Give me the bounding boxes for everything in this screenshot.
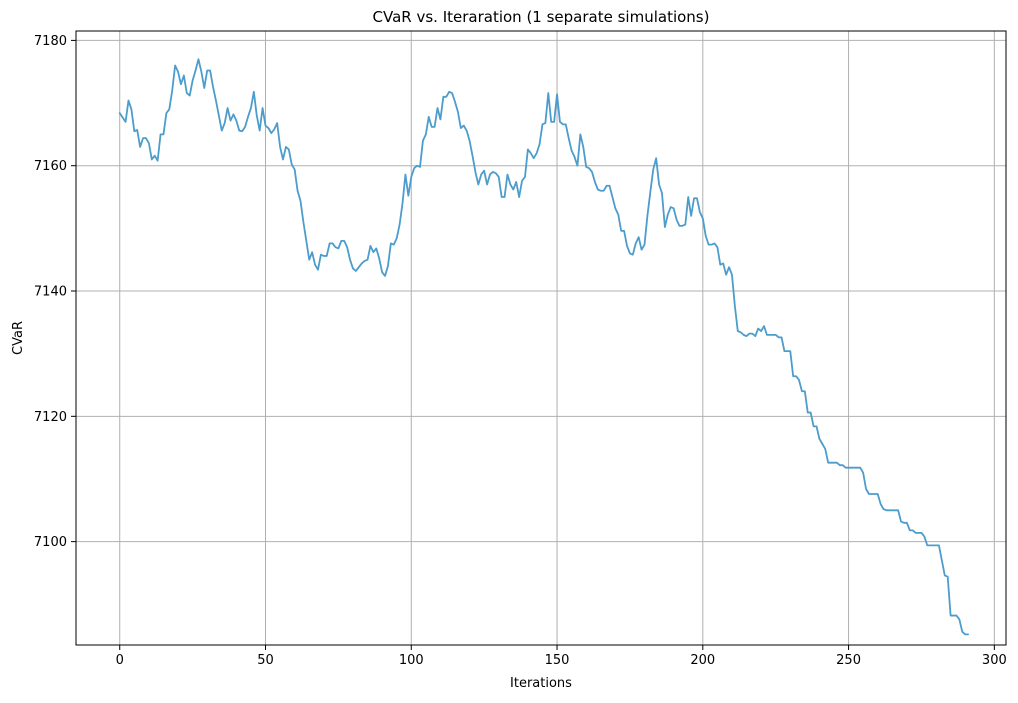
- plot-frame: [75, 30, 1007, 646]
- y-axis-label: CVaR: [11, 321, 26, 355]
- x-axis-label: Iterations: [510, 676, 572, 691]
- y-tick-label: 7120: [34, 410, 67, 425]
- x-tick-label: 50: [257, 653, 274, 668]
- y-tick-label: 7160: [34, 159, 67, 174]
- grid-layer: [76, 31, 1006, 645]
- series-line-cvar: [118, 58, 969, 636]
- x-tick-label: 250: [836, 653, 861, 668]
- y-tick-label: 7180: [34, 34, 67, 49]
- y-tick-label: 7140: [34, 285, 67, 300]
- x-tick-label: 150: [545, 653, 570, 668]
- x-tick-label: 300: [982, 653, 1007, 668]
- x-tick-label: 0: [116, 653, 124, 668]
- x-tick-label: 200: [690, 653, 715, 668]
- x-tick-label: 100: [399, 653, 424, 668]
- chart-title: CVaR vs. Iteraration (1 separate simulat…: [373, 8, 710, 26]
- series-layer: [118, 58, 969, 636]
- y-tick-label: 7100: [34, 535, 67, 550]
- tick-layer: 0 50 100 150 200 250 300 7100 7120 7140 7160 7180: [34, 34, 1007, 668]
